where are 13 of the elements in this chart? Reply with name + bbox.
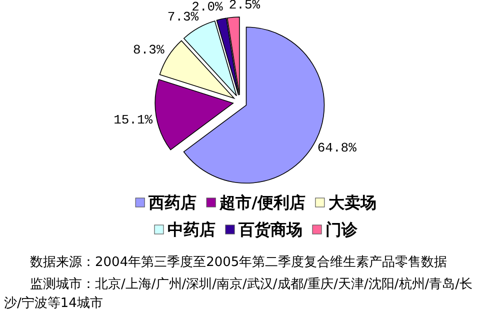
legend-label: 百货商场 — [238, 220, 302, 239]
source-note: 数据来源：2004年第三季度至2005年第二季度复合维生素产品零售数据 — [29, 254, 448, 272]
text: 监测城市：北京/上海/广州/深圳/南京/武汉/成都/重庆/天津/沈阳/杭州/青岛/长沙/宁波等14城市 — [4, 276, 474, 313]
data-label: 2.5% — [228, 0, 260, 12]
data-label: 7.3% — [167, 10, 199, 25]
legend-label: 大卖场 — [328, 193, 376, 212]
data-label: 8.3% — [133, 42, 164, 58]
data-label: 15.1% — [114, 112, 153, 128]
legend-label: 超市/便利店 — [218, 193, 306, 212]
legend-label: 门诊 — [326, 220, 358, 239]
data-label: 64.8% — [317, 140, 357, 156]
legend-label: 西药店 — [148, 193, 197, 212]
legend-label: 中药店 — [168, 220, 216, 239]
